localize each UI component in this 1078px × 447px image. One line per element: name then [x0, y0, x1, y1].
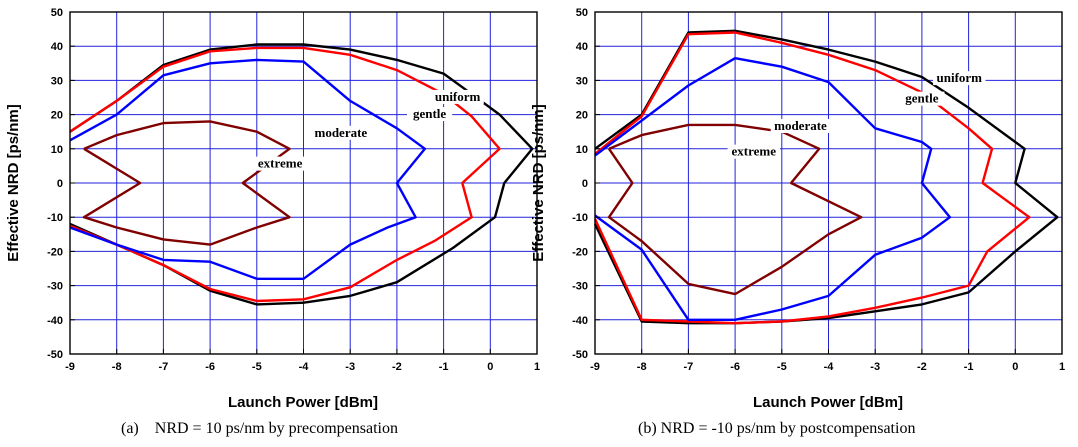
series-line-moderate: [69, 58, 427, 280]
y-tick-label: -40: [47, 315, 63, 327]
series-line-extreme: [607, 123, 863, 296]
y-tick-label: 50: [51, 7, 63, 19]
y-axis-title: Effective NRD [ps/nm]: [530, 104, 547, 262]
y-tick-label: -50: [47, 349, 63, 361]
series-label-bg: [933, 71, 986, 86]
x-tick-label: -1: [964, 361, 974, 373]
y-tick-label: 40: [576, 41, 588, 53]
series-label-uniform: uniform: [937, 70, 983, 85]
y-axis-title: Effective NRD [ps/nm]: [5, 104, 22, 262]
series-label-gentle: gentle: [413, 106, 446, 121]
y-tick-label: -30: [572, 281, 588, 293]
series-label-bg: [727, 144, 780, 159]
x-tick-label: 1: [534, 361, 540, 373]
x-tick-label: -8: [112, 361, 122, 373]
x-tick-label: -5: [252, 361, 262, 373]
x-tick-label: -9: [590, 361, 600, 373]
y-tick-label: 50: [576, 7, 588, 19]
y-tick-label: 10: [51, 144, 63, 156]
y-tick-label: -50: [572, 349, 588, 361]
y-tick-label: 20: [51, 110, 63, 122]
y-tick-label: -30: [47, 281, 63, 293]
panel-caption: (b) NRD = -10 ps/nm by postcompensation: [638, 420, 915, 437]
x-axis-title: Launch Power [dBm]: [753, 394, 903, 411]
panel-a-chart: uniform gentle moderate extreme -9 -8 -7 -6 -5 -4…: [5, 7, 540, 437]
series-line-gentle: [69, 46, 501, 303]
x-tick-label: -6: [730, 361, 740, 373]
series-label-extreme: extreme: [732, 144, 777, 159]
x-tick-label: -4: [824, 361, 835, 373]
y-tick-label: 20: [576, 110, 588, 122]
y-tick-label: -20: [47, 246, 63, 258]
series-label-extreme: extreme: [258, 156, 303, 171]
series-line-extreme: [82, 120, 291, 246]
x-tick-label: -1: [439, 361, 449, 373]
x-axis-title: Launch Power [dBm]: [228, 394, 378, 411]
series-label-uniform: uniform: [435, 89, 481, 104]
series-line-moderate: [594, 57, 952, 321]
x-tick-label: -3: [870, 361, 880, 373]
x-tick-label: -9: [65, 361, 75, 373]
x-tick-label: -5: [777, 361, 787, 373]
series-label-moderate: moderate: [315, 125, 368, 140]
series-line-uniform: [69, 43, 534, 306]
x-tick-label: -7: [159, 361, 169, 373]
series-line-gentle: [593, 31, 1031, 325]
panel-b-chart: uniform gentle moderate extreme -9 -8 -7 -6 -5 -4…: [530, 7, 1065, 437]
y-tick-label: -40: [572, 315, 588, 327]
panel-caption: (a) NRD = 10 ps/nm by precompensation: [121, 420, 398, 437]
y-tick-label: -20: [572, 246, 588, 258]
y-tick-label: -10: [47, 212, 63, 224]
series-label-moderate: moderate: [774, 118, 827, 133]
series-label-gentle: gentle: [905, 91, 938, 106]
x-tick-label: -2: [917, 361, 927, 373]
series-label-bg: [253, 156, 307, 171]
x-tick-label: -6: [205, 361, 215, 373]
x-tick-label: -3: [345, 361, 355, 373]
y-tick-label: 30: [51, 75, 63, 87]
y-tick-label: 30: [576, 75, 588, 87]
x-tick-label: -7: [684, 361, 694, 373]
x-tick-label: 1: [1059, 361, 1065, 373]
series-label-bg: [770, 118, 831, 133]
x-tick-label: 0: [1012, 361, 1018, 373]
x-tick-label: 0: [487, 361, 493, 373]
x-tick-label: -8: [637, 361, 647, 373]
y-tick-label: -10: [572, 212, 588, 224]
series-label-bg: [899, 91, 945, 106]
y-tick-label: 10: [576, 144, 588, 156]
x-tick-label: -2: [392, 361, 402, 373]
series-label-bg: [406, 107, 453, 122]
y-tick-label: 40: [51, 41, 63, 53]
y-tick-label: 0: [57, 178, 63, 190]
x-tick-label: -4: [299, 361, 310, 373]
y-tick-label: 0: [582, 178, 588, 190]
series-label-bg: [431, 89, 484, 104]
series-label-bg: [311, 125, 371, 140]
